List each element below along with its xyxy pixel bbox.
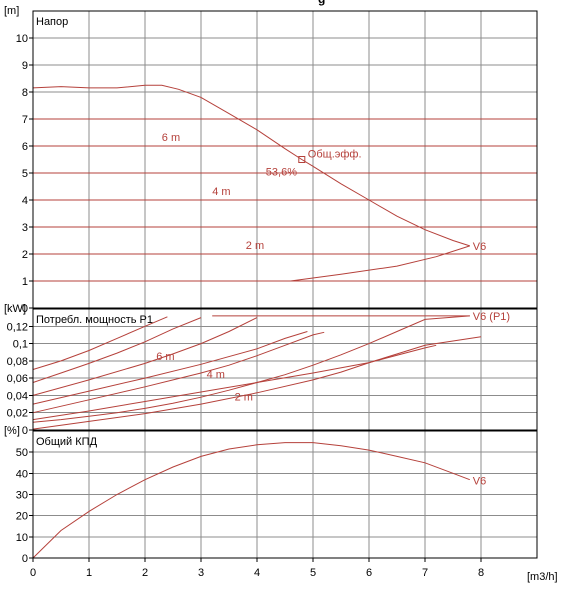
frame-layer bbox=[29, 10, 538, 562]
efficiency-curve-v6 bbox=[32, 442, 470, 559]
y-tick-label: 10 bbox=[16, 33, 28, 45]
curves-layer bbox=[32, 84, 537, 559]
head-curve-v6 bbox=[32, 84, 470, 247]
power-curve bbox=[32, 316, 168, 370]
power-level-label: 4 m bbox=[207, 369, 225, 381]
panel-frame bbox=[32, 430, 538, 559]
x-tick-label: 1 bbox=[86, 567, 92, 579]
power-curve-label: V6 (P1) bbox=[473, 311, 510, 323]
y-tick-label: 3 bbox=[22, 222, 28, 234]
efficiency-point-label: Общ.эфф. bbox=[308, 149, 362, 161]
y-tick-label: 0,08 bbox=[7, 356, 28, 368]
x-axis-unit-label: [m3/h] bbox=[527, 571, 558, 583]
efficiency-point-value: 53,6% bbox=[266, 167, 297, 179]
panel-title: Общий КПД bbox=[36, 436, 98, 448]
x-tick-label: 4 bbox=[254, 567, 260, 579]
y-tick-label: 0,04 bbox=[7, 390, 28, 402]
panel-title: Напор bbox=[36, 16, 68, 28]
constant-head-label: 2 m bbox=[246, 240, 264, 252]
power-curve bbox=[32, 317, 258, 396]
power-curve bbox=[32, 331, 325, 414]
y-tick-label: 20 bbox=[16, 511, 28, 523]
y-tick-label: 0 bbox=[22, 303, 28, 315]
y-tick-label: 0,12 bbox=[7, 321, 28, 333]
y-tick-label: 50 bbox=[16, 447, 28, 459]
labels-layer: 012345678910[m]Напор00,020,040,060,080,1… bbox=[4, 5, 558, 583]
power-curve bbox=[32, 344, 437, 421]
y-tick-label: 30 bbox=[16, 490, 28, 502]
y-tick-label: 0,02 bbox=[7, 408, 28, 420]
efficiency-curve-label: V6 bbox=[473, 476, 486, 488]
top-cut-text: g bbox=[318, 0, 325, 6]
x-tick-label: 5 bbox=[310, 567, 316, 579]
power-curve bbox=[32, 317, 202, 383]
panel-frame bbox=[32, 308, 538, 431]
y-tick-label: 40 bbox=[16, 468, 28, 480]
constant-head-label: 6 m bbox=[162, 132, 180, 144]
power-level-label: 6 m bbox=[156, 351, 174, 363]
y-tick-label: 10 bbox=[16, 532, 28, 544]
y-axis-unit-label: [%] bbox=[4, 425, 20, 437]
power-level-label: 2 m bbox=[235, 392, 253, 404]
y-tick-label: 9 bbox=[22, 60, 28, 72]
y-tick-label: 5 bbox=[22, 168, 28, 180]
y-axis-unit-label: [kW] bbox=[4, 303, 26, 315]
power-curve bbox=[32, 331, 308, 405]
constant-head-label: 4 m bbox=[212, 186, 230, 198]
head-system-curve bbox=[290, 245, 470, 282]
power-curve-v6 bbox=[32, 315, 470, 423]
y-tick-label: 8 bbox=[22, 87, 28, 99]
x-tick-label: 0 bbox=[30, 567, 36, 579]
y-tick-label: 6 bbox=[22, 141, 28, 153]
x-tick-label: 3 bbox=[198, 567, 204, 579]
y-tick-label: 0 bbox=[22, 425, 28, 437]
power-curve bbox=[32, 336, 482, 430]
y-axis-unit-label: [m] bbox=[4, 5, 19, 17]
x-tick-label: 8 bbox=[478, 567, 484, 579]
head-curve-label: V6 bbox=[473, 241, 486, 253]
x-tick-label: 2 bbox=[142, 567, 148, 579]
y-tick-label: 4 bbox=[22, 195, 28, 207]
x-tick-label: 6 bbox=[366, 567, 372, 579]
grid-layer bbox=[33, 11, 537, 558]
y-tick-label: 2 bbox=[22, 249, 28, 261]
y-tick-label: 0 bbox=[22, 553, 28, 565]
y-tick-label: 1 bbox=[22, 276, 28, 288]
panel-title: Потребл. мощность P1 bbox=[36, 314, 153, 326]
panel-frame bbox=[32, 10, 538, 309]
y-tick-label: 0,1 bbox=[13, 339, 28, 351]
y-tick-label: 0,06 bbox=[7, 373, 28, 385]
y-tick-label: 7 bbox=[22, 114, 28, 126]
x-tick-label: 7 bbox=[422, 567, 428, 579]
efficiency-point-marker bbox=[298, 156, 306, 163]
